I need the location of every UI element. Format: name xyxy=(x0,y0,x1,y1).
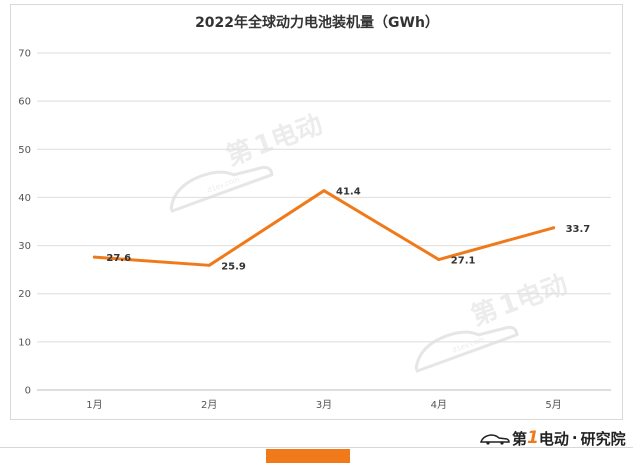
y-tick-label: 0 xyxy=(25,386,31,397)
line-chart: 第 1 电动 d1ev.com 第 1 电动 d1ev.com 2022年全球动… xyxy=(18,14,611,411)
y-tick-label: 70 xyxy=(18,49,31,60)
footer-divider xyxy=(0,447,633,448)
data-point xyxy=(437,258,441,262)
data-label: 41.4 xyxy=(336,187,361,198)
chart-title: 2022年全球动力电池装机量（GWh） xyxy=(195,14,439,31)
data-label: 27.1 xyxy=(451,256,476,267)
grid xyxy=(37,52,611,391)
data-point xyxy=(552,226,556,230)
y-tick-label: 50 xyxy=(18,145,31,156)
brand-number: 1 xyxy=(527,428,539,448)
data-label: 25.9 xyxy=(221,261,246,272)
series xyxy=(92,189,556,267)
y-tick-label: 10 xyxy=(18,337,31,348)
x-tick-label: 2月 xyxy=(201,399,217,411)
data-point xyxy=(92,255,96,259)
data-label: 33.7 xyxy=(566,224,591,235)
watermark-upper: 第 1 电动 d1ev.com xyxy=(169,110,327,213)
brand-logo: 第 1 电动 · 研究院 xyxy=(480,428,626,448)
y-tick-label: 60 xyxy=(18,97,31,108)
x-tick-label: 4月 xyxy=(431,399,447,411)
accent-bar xyxy=(266,449,350,463)
y-tick-label: 40 xyxy=(18,193,31,204)
x-tick-label: 1月 xyxy=(86,399,102,411)
watermark-lower: 第 1 电动 d1ev.com xyxy=(414,270,572,373)
data-labels: 27.6 25.9 41.4 27.1 33.7 xyxy=(106,187,590,273)
x-axis-ticks: 1月 2月 3月 4月 5月 xyxy=(86,399,562,411)
data-point xyxy=(207,263,211,267)
brand-tail: 研究院 xyxy=(580,429,626,448)
car-logo-icon xyxy=(480,434,510,445)
svg-text:电动: 电动 xyxy=(267,110,326,156)
data-label: 27.6 xyxy=(106,253,131,264)
chart-frame: 第 1 电动 d1ev.com 第 1 电动 d1ev.com 2022年全球动… xyxy=(10,4,623,420)
y-tick-label: 30 xyxy=(18,241,31,252)
brand-suffix: 电动 xyxy=(538,429,569,448)
brand-prefix: 第 xyxy=(512,429,528,448)
x-tick-label: 3月 xyxy=(316,399,332,411)
data-point xyxy=(322,189,326,193)
series-line xyxy=(92,189,556,267)
x-tick-label: 5月 xyxy=(545,399,561,411)
y-tick-label: 20 xyxy=(18,289,31,300)
svg-text:电动: 电动 xyxy=(512,270,571,316)
y-axis-ticks: 0 10 20 30 40 50 60 70 xyxy=(18,49,31,397)
brand-dot: · xyxy=(571,429,578,447)
